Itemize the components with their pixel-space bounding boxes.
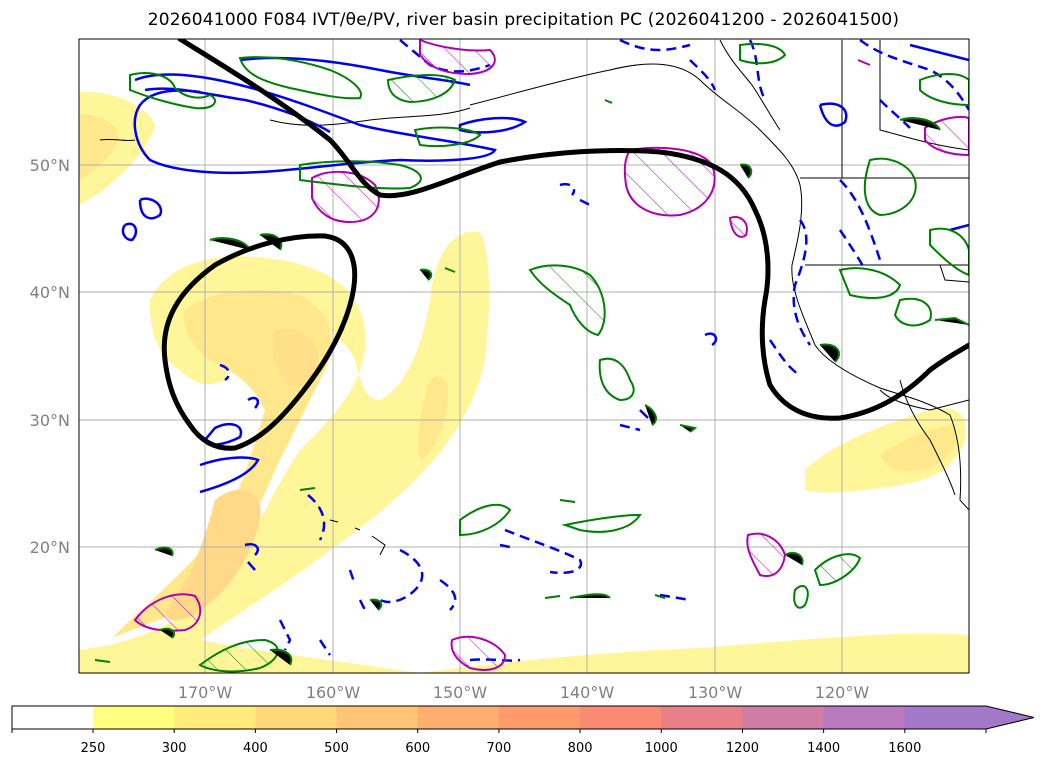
lat-label-40n: 40°N	[30, 283, 70, 302]
colorbar-swatch	[580, 706, 662, 729]
lon-label-120w: 120°W	[815, 683, 870, 702]
colorbar-tick-label: 800	[568, 741, 593, 756]
colorbar-tick-label: 1200	[726, 741, 759, 756]
lat-label-20n: 20°N	[30, 538, 70, 557]
colorbar-swatch	[174, 706, 256, 729]
colorbar-tick-label: 1400	[807, 741, 840, 756]
colorbar-tick-label: 700	[486, 741, 511, 756]
colorbar-swatch	[498, 706, 581, 729]
colorbar-tick-label: 1000	[645, 741, 678, 756]
colorbar-tick-label: 300	[162, 741, 187, 756]
colorbar-swatch	[661, 706, 743, 729]
graticule	[79, 39, 969, 673]
pc-magenta-contours	[133, 39, 969, 671]
colorbar-tick-label: 400	[243, 741, 268, 756]
colorbar-tick-label: 600	[405, 741, 430, 756]
colorbar-extend-triangle	[986, 706, 1034, 729]
lon-label-160w: 160°W	[306, 683, 361, 702]
lon-label-170w: 170°W	[178, 683, 233, 702]
colorbar-swatch	[93, 706, 175, 729]
colorbar-swatch	[742, 706, 825, 729]
coastlines	[99, 39, 969, 556]
lon-label-130w: 130°W	[688, 683, 743, 702]
colorbar-swatch	[417, 706, 500, 729]
colorbar-swatch	[336, 706, 419, 729]
colorbar: 250 300 400 500 600 700 800 1000 1200 1400 1600	[11, 705, 1035, 756]
map-title: 2026041000 F084 IVT/θe/PV, river basin p…	[147, 10, 900, 30]
colorbar-swatch	[904, 706, 987, 729]
pc-green-contours	[94, 42, 969, 673]
colorbar-tick-label: 1600	[888, 741, 921, 756]
lon-label-150w: 150°W	[433, 683, 488, 702]
colorbar-tick-label: 500	[324, 741, 349, 756]
lat-label-30n: 30°N	[30, 411, 70, 430]
ivt-shading	[79, 91, 969, 673]
colorbar-swatch	[255, 706, 338, 729]
lon-label-140w: 140°W	[560, 683, 615, 702]
colorbar-outline	[11, 705, 1035, 730]
colorbar-under	[12, 706, 93, 729]
theta-e-contour	[161, 39, 969, 451]
colorbar-tick-label: 250	[81, 741, 106, 756]
map-frame	[78, 38, 970, 674]
lat-label-50n: 50°N	[30, 156, 70, 175]
colorbar-swatch	[823, 706, 906, 729]
